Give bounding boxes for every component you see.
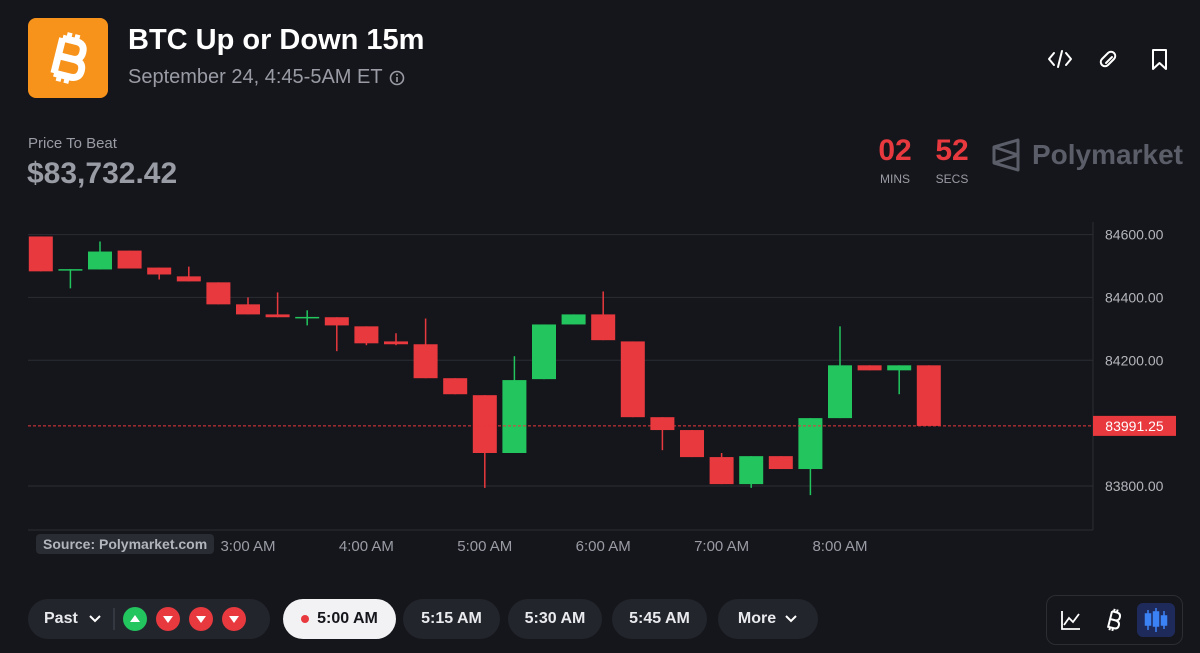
source: Source: Polymarket.com xyxy=(36,534,215,554)
candle-body xyxy=(206,282,231,305)
candle-body xyxy=(561,314,586,325)
past-button[interactable]: Past xyxy=(44,610,78,627)
seconds-label: SECS xyxy=(935,172,969,186)
minutes-label: MINS xyxy=(880,172,910,186)
price-label: Price To Beat xyxy=(28,135,117,152)
btc-symbol xyxy=(50,32,87,84)
y-tick-label: 84200.00 xyxy=(1105,352,1164,368)
past-group: Past xyxy=(28,599,270,639)
candle-body xyxy=(443,378,468,395)
candle-body xyxy=(680,430,704,458)
candle-body xyxy=(384,341,408,345)
candle-body xyxy=(502,380,527,453)
y-tick-label: 84400.00 xyxy=(1105,289,1164,305)
brand-name: Polymarket xyxy=(1032,139,1183,170)
chevron xyxy=(785,615,797,623)
info-icon[interactable] xyxy=(389,70,405,86)
subtitle-row: September 24, 4:45-5AM ET xyxy=(128,66,405,89)
candle-body xyxy=(117,250,142,269)
candle-body xyxy=(650,417,675,431)
candle-body xyxy=(295,316,320,319)
x-tick-label: 4:00 AM xyxy=(339,538,394,555)
chart: 83800.00 84200.00 84400.00 84600.00 3:00 AM 4… xyxy=(28,222,1176,555)
candle-body xyxy=(28,236,53,272)
candle-body xyxy=(324,317,349,326)
brand-logo: Polymarket xyxy=(990,138,1183,172)
candle-body xyxy=(620,341,645,418)
embed-icon[interactable] xyxy=(1048,50,1072,68)
x-tick-label: 3:00 AM xyxy=(220,538,275,555)
candle-body xyxy=(472,395,497,453)
time-label: 5:15 AM xyxy=(421,610,482,627)
chart-mode-icons xyxy=(1061,603,1175,637)
candle-body xyxy=(354,326,379,344)
candle-body xyxy=(768,456,793,470)
candle-body xyxy=(857,365,882,371)
chart-mode-group xyxy=(1046,595,1183,645)
brand-icon xyxy=(992,138,1020,172)
candle-body xyxy=(916,365,941,426)
results xyxy=(89,607,246,631)
y-tick-label: 83800.00 xyxy=(1105,478,1164,494)
more-label: More xyxy=(737,610,777,627)
candle-body xyxy=(58,269,83,271)
candle-body xyxy=(532,324,556,380)
candle-body xyxy=(147,267,172,275)
candle-body xyxy=(265,314,290,318)
candle-body xyxy=(709,457,734,485)
time-label: 5:00 AM xyxy=(317,610,378,627)
time-button[interactable]: 5:30 AM xyxy=(508,599,602,639)
candle-body xyxy=(887,365,912,371)
x-tick-label: 7:00 AM xyxy=(694,538,749,555)
btc-mode[interactable] xyxy=(1106,608,1122,632)
candle-body xyxy=(798,418,823,470)
last-price-label: 83991.25 xyxy=(1105,418,1164,434)
time-label: 5:45 AM xyxy=(629,610,690,627)
seconds: 52 SECS xyxy=(927,134,977,186)
candle-body xyxy=(176,276,201,282)
time-button[interactable]: 5:15 AM xyxy=(403,599,500,639)
live-dot xyxy=(301,615,310,623)
title: BTC Up or Down 15m xyxy=(128,24,425,56)
header-actions xyxy=(1048,49,1167,70)
price-value: $83,732.42 xyxy=(27,157,178,190)
subtitle: September 24, 4:45-5AM ET xyxy=(128,66,383,88)
seconds-value: 52 xyxy=(935,134,969,167)
time-label: 5:30 AM xyxy=(524,610,586,627)
x-tick-label: 6:00 AM xyxy=(576,538,631,555)
candle-body xyxy=(591,314,616,341)
candle-body xyxy=(739,456,764,485)
candle-body xyxy=(236,304,260,315)
time-button-active[interactable]: 5:00 AM xyxy=(283,599,396,639)
last-price-box xyxy=(1093,415,1176,436)
minutes-value: 02 xyxy=(878,134,912,167)
btc-icon xyxy=(28,18,108,98)
candle-body xyxy=(88,251,112,270)
time-button[interactable]: 5:45 AM xyxy=(612,599,707,639)
x-tick-label: 5:00 AM xyxy=(457,538,512,555)
bookmark-icon[interactable] xyxy=(1152,49,1167,70)
x-tick-label: 8:00 AM xyxy=(812,538,867,555)
candle-body xyxy=(413,344,438,379)
link-icon[interactable] xyxy=(1099,50,1117,68)
candle-mode[interactable] xyxy=(1144,608,1168,632)
minutes: 02 MINS xyxy=(870,134,920,186)
line-mode[interactable] xyxy=(1061,611,1080,630)
more-button[interactable]: More xyxy=(718,599,818,639)
candle-body xyxy=(828,365,852,419)
y-tick-label: 84600.00 xyxy=(1105,227,1164,243)
